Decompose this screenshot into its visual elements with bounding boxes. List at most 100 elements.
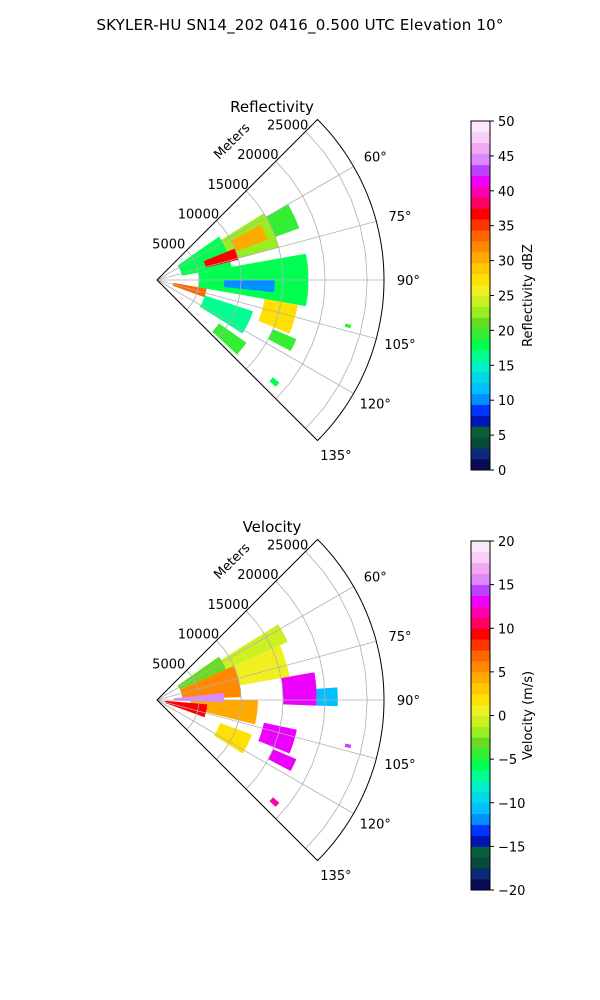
colorbar-label: Velocity (m/s) (521, 671, 536, 760)
colorbar-tick-label: 50 (498, 115, 515, 130)
colorbar-swatch (471, 562, 490, 575)
colorbar-swatch (471, 802, 490, 815)
colorbar-tick-label: 5 (498, 429, 506, 444)
colorbar-swatch (471, 704, 490, 716)
data-cell (180, 665, 241, 700)
colorbar-swatch (471, 404, 490, 416)
colorbar-swatch (471, 682, 490, 695)
azimuth-tick-label: 135° (320, 449, 351, 464)
azimuth-tick-label: 60° (364, 150, 387, 165)
colorbar-swatch (471, 726, 490, 738)
colorbar-tick-label: 30 (498, 255, 515, 270)
data-cell (344, 743, 352, 749)
colorbar-swatch (471, 175, 490, 187)
colorbar-swatch (471, 415, 490, 427)
figure-title: SKYLER-HU SN14_202 0416_0.500 UTC Elevat… (96, 16, 504, 34)
colorbar-swatch (471, 541, 490, 553)
colorbar-tick-label: 25 (498, 290, 515, 305)
range-tick-label: 5000 (152, 237, 185, 252)
range-tick-label: 10000 (178, 208, 219, 223)
range-tick-label: 15000 (207, 598, 248, 613)
colorbar-swatch (471, 639, 490, 651)
azimuth-tick-label: 75° (388, 210, 411, 225)
azimuth-gridline (156, 699, 354, 814)
colorbar-tick-label: 5 (498, 666, 506, 681)
azimuth-gridline (156, 640, 377, 701)
data-cell (281, 672, 317, 706)
colorbar-swatch (471, 339, 490, 351)
colorbar-swatch (471, 868, 490, 880)
colorbar-swatch (471, 306, 490, 318)
polar-frame (156, 538, 385, 862)
colorbar-swatch (471, 197, 490, 209)
colorbar-swatch (471, 606, 490, 618)
panel-title: Reflectivity (230, 98, 314, 116)
azimuth-gridline (156, 586, 354, 701)
colorbar-swatch (471, 737, 490, 749)
azimuth-tick-label: 135° (320, 869, 351, 884)
azimuth-tick-label: 90° (397, 694, 420, 709)
colorbar-tick-label: 45 (498, 150, 515, 165)
azimuth-tick-label: 105° (384, 338, 415, 353)
colorbar-swatch (471, 251, 490, 264)
data-cell (212, 323, 247, 355)
data-cell (203, 248, 239, 268)
data-cell (269, 797, 280, 807)
colorbar-tick-label: 20 (498, 535, 515, 550)
colorbar-swatch (471, 437, 490, 449)
colorbar-tick-label: 0 (498, 710, 506, 725)
colorbar-tick-label: 35 (498, 220, 515, 235)
colorbar-swatch (471, 780, 490, 793)
data-cell (344, 323, 352, 329)
colorbar-tick-label: 20 (498, 324, 515, 339)
range-tick-label: 10000 (178, 628, 219, 643)
azimuth-gridline (156, 279, 377, 340)
colorbar-swatch (471, 770, 490, 782)
colorbar-swatch (471, 715, 490, 727)
data-cell (214, 723, 252, 754)
colorbar-swatch (471, 360, 490, 373)
colorbar-swatch (471, 295, 490, 307)
colorbar-tick-label: 10 (498, 622, 515, 637)
azimuth-gridline (156, 699, 377, 760)
colorbar-swatch (471, 426, 490, 438)
colorbar: −20 −15 −10 −5 0 5 10 15 20 Velocity (m/s) (470, 535, 536, 899)
azimuth-gridline (156, 166, 354, 281)
colorbar-label: Reflectivity dBZ (521, 244, 536, 347)
panel-title: Velocity (243, 518, 302, 536)
range-tick-label: 15000 (207, 178, 248, 193)
data-cell (223, 280, 275, 293)
colorbar-swatch (471, 121, 490, 133)
colorbar-swatch (471, 748, 490, 760)
colorbar-tick-label: −15 (498, 840, 525, 855)
data-cell (268, 329, 297, 351)
colorbar-swatch (471, 393, 490, 405)
data-cell (268, 749, 297, 771)
colorbar-swatch (471, 459, 490, 471)
colorbar-swatch (471, 824, 490, 836)
colorbar-swatch (471, 240, 490, 253)
colorbar-swatch (471, 448, 490, 460)
data-cell (221, 624, 288, 670)
colorbar-swatch (471, 650, 490, 662)
radar-panel-reflectivity: 60° 75° 90° 105° 120° 135° 5000 10000 15000 20000… (152, 98, 536, 479)
colorbar-swatch (471, 835, 490, 847)
range-tick-label: 5000 (152, 657, 185, 672)
data-cell (258, 299, 298, 334)
colorbar-swatch (471, 671, 490, 684)
azimuth-tick-label: 120° (360, 398, 391, 413)
colorbar-tick-label: 15 (498, 579, 515, 594)
colorbar-swatch (471, 879, 490, 891)
colorbar-swatch (471, 595, 490, 607)
colorbar-tick-label: 0 (498, 464, 506, 479)
colorbar-swatch (471, 153, 490, 166)
colorbar-tick-label: 15 (498, 359, 515, 374)
colorbar-swatch (471, 131, 490, 144)
range-tick-label: 20000 (237, 568, 278, 583)
colorbar-swatch (471, 846, 490, 858)
range-tick-label: 20000 (237, 148, 278, 163)
colorbar-swatch (471, 317, 490, 329)
colorbar-tick-label: −20 (498, 884, 525, 899)
